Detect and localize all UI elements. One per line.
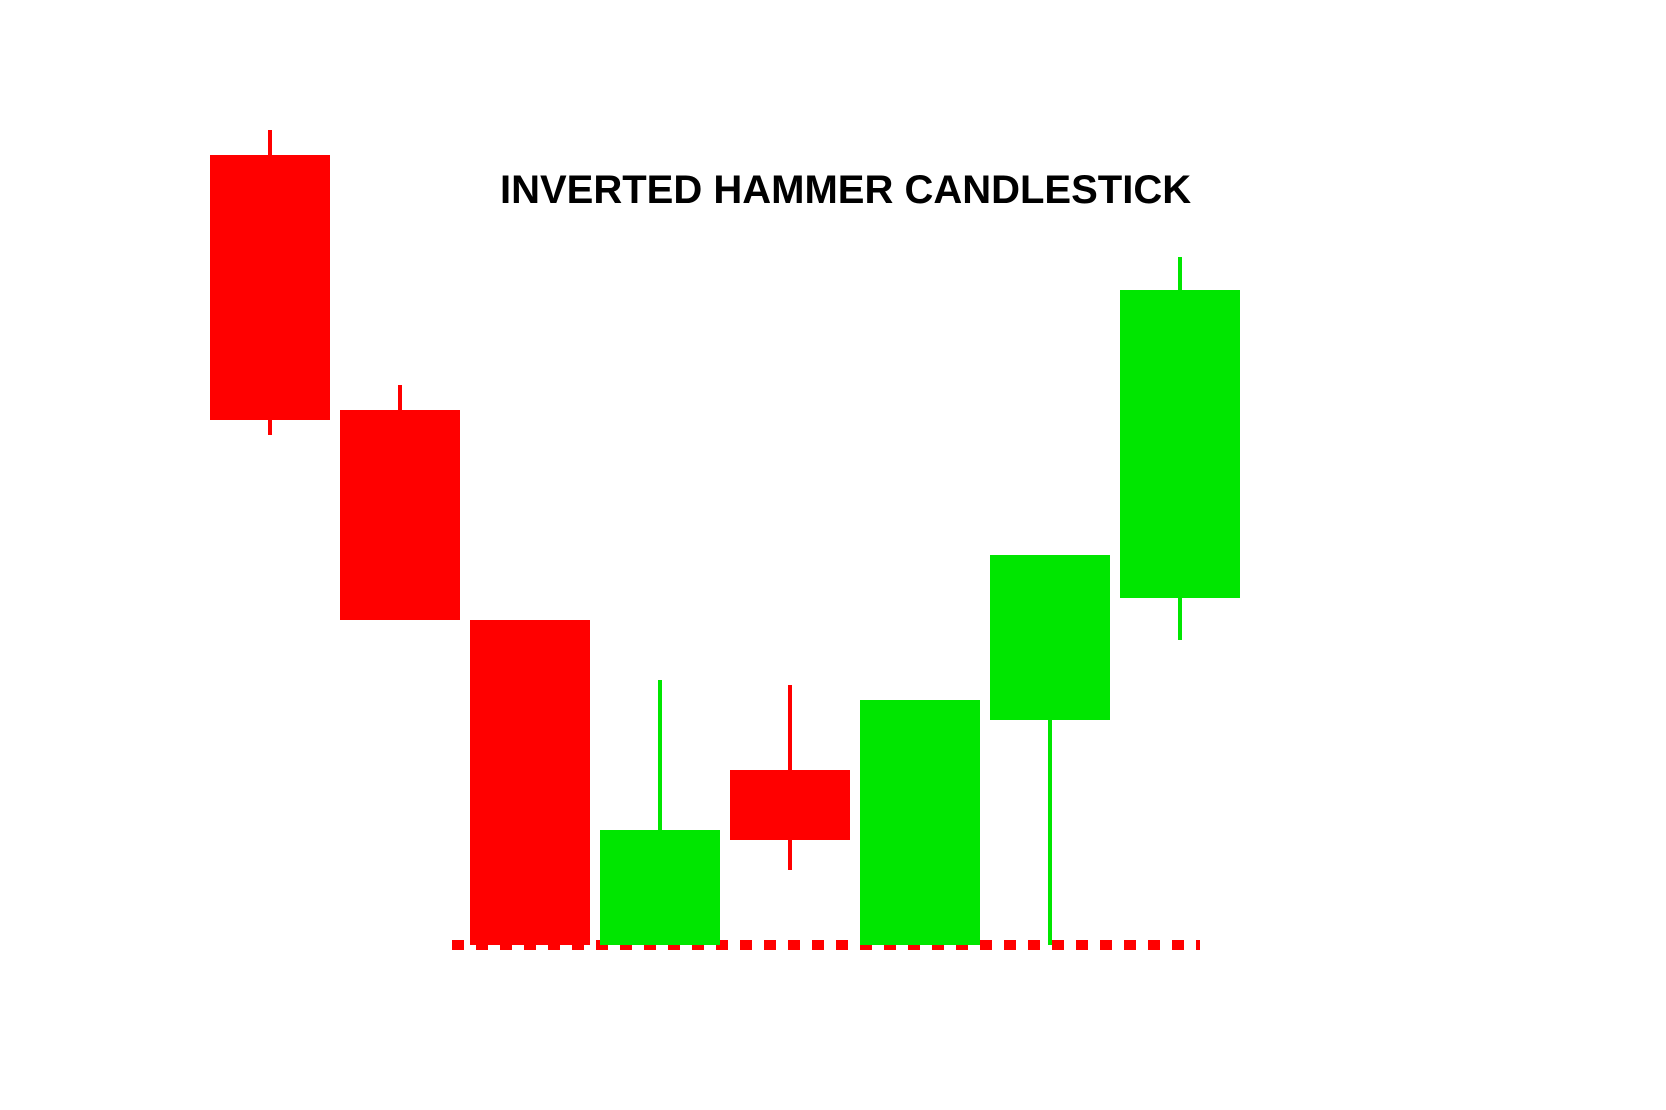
candle-body [470, 620, 590, 945]
candle-body [600, 830, 720, 945]
candle-body [340, 410, 460, 620]
candle-body [860, 700, 980, 945]
candle-body [1120, 290, 1240, 598]
candlestick-chart: INVERTED HAMMER CANDLESTICK [0, 0, 1666, 1110]
candle-body [730, 770, 850, 840]
candle-body [210, 155, 330, 420]
candle-body [990, 555, 1110, 720]
chart-svg [0, 0, 1666, 1110]
chart-title: INVERTED HAMMER CANDLESTICK [500, 168, 1191, 213]
